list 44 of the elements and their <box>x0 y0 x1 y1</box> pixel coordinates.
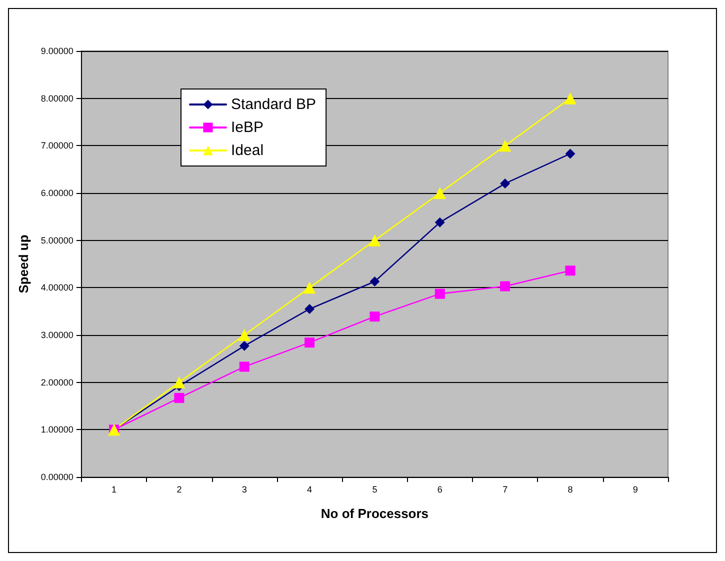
y-tick-label: 9.00000 <box>40 46 74 56</box>
point <box>239 362 250 372</box>
point <box>434 217 445 228</box>
y-tick-label: 3.00000 <box>40 330 74 340</box>
x-tick-label: 7 <box>502 484 508 494</box>
y-tick-label: 0.00000 <box>40 472 74 482</box>
x-tick-label: 8 <box>568 484 573 494</box>
point <box>239 340 250 351</box>
point <box>238 329 250 341</box>
point <box>173 376 186 388</box>
point <box>304 282 316 294</box>
point <box>368 234 381 246</box>
y-tick-label: 7.00000 <box>40 140 74 151</box>
point <box>500 281 510 292</box>
x-tick-label: 9 <box>632 484 638 494</box>
y-tick-label: 5.00000 <box>40 235 74 246</box>
y-axis-title: Speed up <box>16 234 31 294</box>
x-tick-label: 5 <box>372 484 378 494</box>
x-tick-label: 2 <box>176 484 182 494</box>
y-tick-label: 4.00000 <box>40 282 74 293</box>
point <box>370 312 380 322</box>
legend-label: IeBP <box>231 119 264 136</box>
y-tick-label: 1.00000 <box>40 424 74 435</box>
point <box>565 266 576 276</box>
point <box>304 304 315 314</box>
point <box>370 276 380 287</box>
point <box>434 288 445 299</box>
point <box>565 148 576 159</box>
x-tick-label: 6 <box>437 484 442 494</box>
y-tick-label: 2.00000 <box>40 377 74 388</box>
legend-label: Ideal <box>231 142 264 159</box>
point <box>174 392 184 403</box>
x-tick-label: 4 <box>307 484 312 494</box>
x-tick-label: 1 <box>112 484 117 494</box>
legend-label: Standard BP <box>231 96 316 113</box>
y-tick-label: 8.00000 <box>40 93 74 104</box>
point <box>434 187 446 199</box>
point <box>564 92 576 104</box>
point <box>500 178 510 189</box>
x-axis-title: No of Processors <box>320 506 429 521</box>
x-tick-label: 3 <box>242 484 247 494</box>
y-tick-label: 6.00000 <box>40 188 74 198</box>
point <box>499 140 512 152</box>
point <box>304 338 315 348</box>
